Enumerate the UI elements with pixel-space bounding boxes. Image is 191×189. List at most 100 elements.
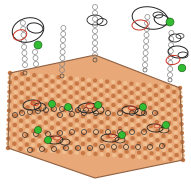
Circle shape [117, 90, 122, 94]
Circle shape [65, 104, 71, 111]
Circle shape [26, 77, 30, 81]
Circle shape [45, 136, 52, 143]
Circle shape [68, 122, 73, 127]
Circle shape [74, 150, 79, 155]
Circle shape [43, 144, 48, 148]
Circle shape [112, 112, 116, 116]
Circle shape [62, 126, 67, 131]
Circle shape [81, 132, 85, 137]
Circle shape [68, 95, 73, 99]
Circle shape [50, 130, 54, 135]
Circle shape [50, 93, 54, 98]
Circle shape [124, 131, 129, 136]
Circle shape [111, 103, 116, 107]
Circle shape [142, 101, 146, 105]
Circle shape [99, 97, 104, 101]
Circle shape [143, 142, 147, 146]
Circle shape [44, 134, 48, 139]
Circle shape [112, 130, 116, 135]
Circle shape [118, 131, 122, 135]
Circle shape [143, 146, 147, 151]
Circle shape [155, 143, 160, 147]
Circle shape [56, 112, 61, 117]
Circle shape [62, 76, 67, 80]
Circle shape [68, 136, 73, 141]
Circle shape [112, 116, 116, 121]
Circle shape [154, 106, 159, 111]
Circle shape [175, 157, 179, 162]
Circle shape [100, 152, 104, 157]
Circle shape [162, 156, 166, 161]
Circle shape [160, 89, 164, 93]
Circle shape [31, 143, 35, 147]
Circle shape [25, 143, 29, 147]
Circle shape [179, 113, 183, 117]
Circle shape [44, 125, 48, 129]
Circle shape [131, 145, 135, 150]
Circle shape [37, 148, 41, 152]
Circle shape [12, 132, 17, 137]
Circle shape [44, 107, 48, 111]
Circle shape [105, 93, 109, 98]
Circle shape [74, 109, 79, 113]
Circle shape [112, 144, 116, 148]
Circle shape [99, 115, 104, 120]
Circle shape [118, 153, 123, 158]
Circle shape [6, 146, 10, 150]
Circle shape [174, 148, 179, 153]
Circle shape [50, 102, 54, 107]
Circle shape [124, 99, 128, 104]
Circle shape [149, 147, 154, 151]
Circle shape [69, 85, 73, 90]
Circle shape [105, 125, 110, 130]
Circle shape [167, 112, 171, 116]
Circle shape [155, 120, 159, 124]
Circle shape [56, 131, 60, 135]
Circle shape [19, 123, 23, 128]
Circle shape [25, 128, 29, 133]
Circle shape [136, 114, 140, 118]
Circle shape [118, 112, 122, 117]
Circle shape [118, 126, 122, 131]
Circle shape [26, 91, 30, 95]
Circle shape [25, 105, 30, 109]
Circle shape [7, 90, 12, 94]
Circle shape [19, 128, 23, 132]
Circle shape [178, 64, 186, 72]
Circle shape [105, 79, 109, 84]
Circle shape [130, 113, 134, 118]
Circle shape [137, 137, 141, 141]
Circle shape [37, 129, 42, 134]
Circle shape [168, 153, 172, 157]
Circle shape [25, 110, 30, 114]
Circle shape [147, 83, 152, 88]
Circle shape [143, 155, 148, 160]
Circle shape [168, 143, 172, 148]
Circle shape [137, 132, 141, 136]
Circle shape [111, 84, 116, 89]
Circle shape [38, 74, 43, 78]
Circle shape [62, 108, 67, 112]
Circle shape [161, 125, 165, 129]
Circle shape [19, 91, 24, 95]
Circle shape [62, 131, 66, 136]
Circle shape [112, 135, 116, 139]
Circle shape [135, 82, 140, 86]
Circle shape [13, 109, 17, 113]
Circle shape [174, 144, 178, 148]
Circle shape [172, 90, 176, 94]
Circle shape [62, 99, 67, 103]
Circle shape [93, 83, 97, 87]
Circle shape [174, 153, 179, 157]
Circle shape [87, 142, 91, 147]
Circle shape [124, 140, 129, 145]
Circle shape [68, 108, 73, 113]
Circle shape [25, 138, 29, 142]
Circle shape [180, 131, 184, 135]
Circle shape [180, 126, 184, 131]
Circle shape [8, 71, 12, 75]
Circle shape [31, 134, 36, 138]
Circle shape [148, 115, 153, 119]
Circle shape [68, 99, 73, 104]
Circle shape [81, 109, 85, 114]
